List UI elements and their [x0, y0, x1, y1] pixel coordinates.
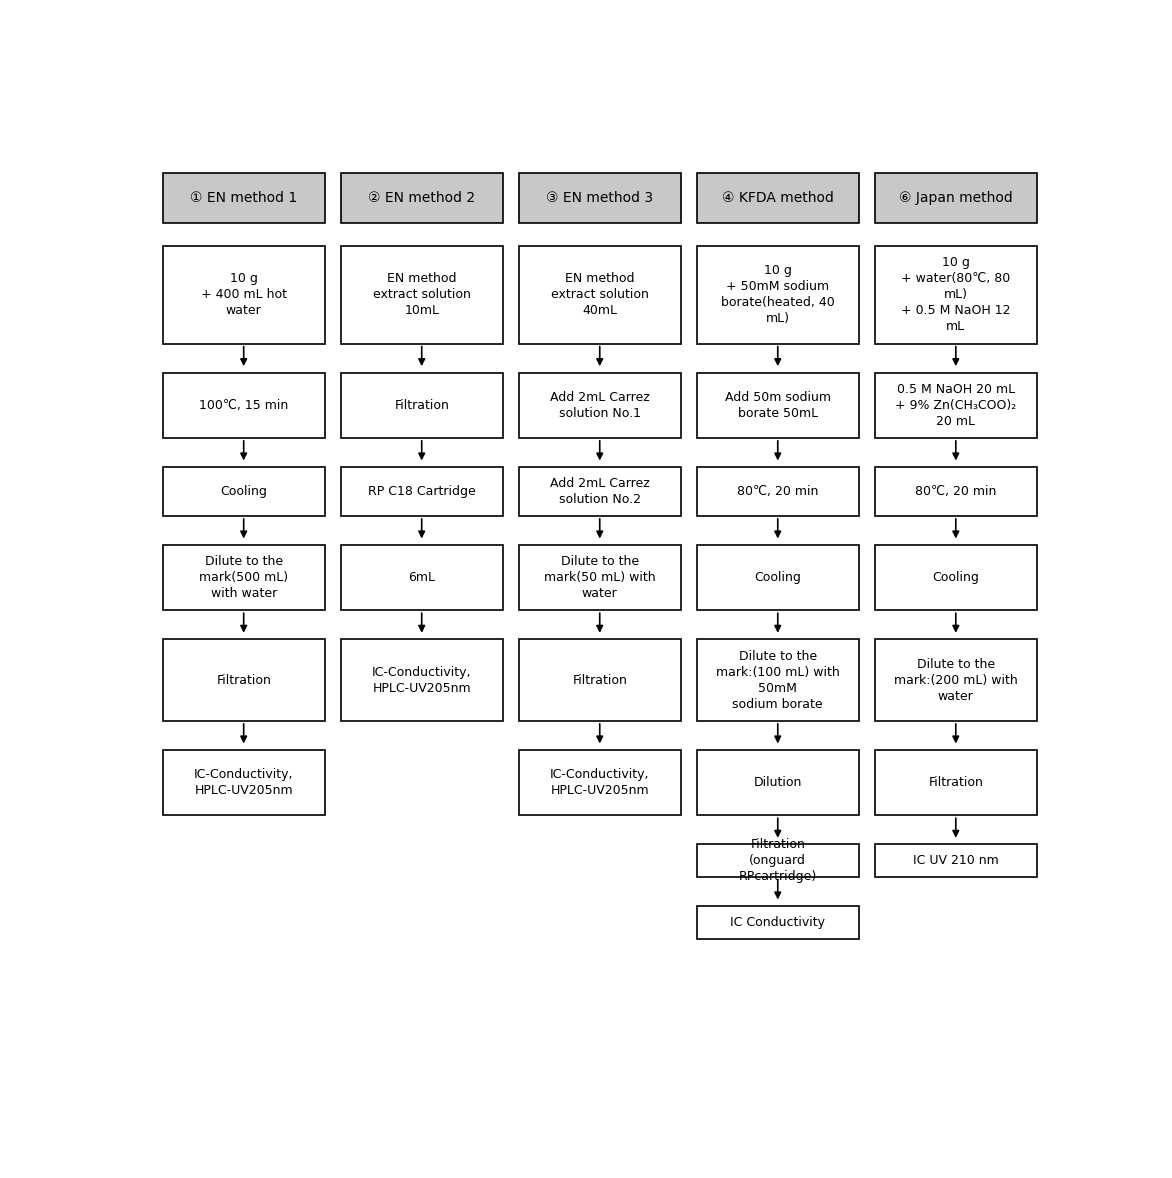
Bar	[519, 246, 681, 344]
Text: EN method
extract solution
40mL: EN method extract solution 40mL	[551, 272, 648, 317]
Bar	[341, 466, 503, 516]
Text: ⑥ Japan method: ⑥ Japan method	[899, 191, 1013, 205]
Bar	[875, 545, 1037, 610]
Text: 6mL: 6mL	[408, 571, 435, 584]
Text: Filtration: Filtration	[572, 674, 627, 687]
Text: IC UV 210 nm: IC UV 210 nm	[913, 854, 999, 867]
Bar	[519, 173, 681, 223]
Text: 10 g
+ 50mM sodium
borate(heated, 40
mL): 10 g + 50mM sodium borate(heated, 40 mL)	[721, 264, 834, 325]
Bar	[697, 906, 859, 939]
Bar	[163, 246, 325, 344]
Text: 80℃, 20 min: 80℃, 20 min	[737, 485, 818, 498]
Text: RP C18 Cartridge: RP C18 Cartridge	[368, 485, 476, 498]
Bar	[163, 640, 325, 721]
Bar	[519, 372, 681, 438]
Text: Dilution: Dilution	[754, 776, 802, 789]
Bar	[697, 466, 859, 516]
Text: Filtration: Filtration	[928, 776, 983, 789]
Bar	[341, 545, 503, 610]
Text: Filtration: Filtration	[217, 674, 271, 687]
Text: IC-Conductivity,
HPLC-UV205nm: IC-Conductivity, HPLC-UV205nm	[550, 768, 649, 798]
Text: Filtration
(onguard
RPcartridge): Filtration (onguard RPcartridge)	[738, 839, 817, 884]
Bar	[341, 372, 503, 438]
Bar	[163, 372, 325, 438]
Text: 100℃, 15 min: 100℃, 15 min	[199, 399, 288, 412]
Bar	[519, 640, 681, 721]
Text: Cooling: Cooling	[755, 571, 802, 584]
Text: ① EN method 1: ① EN method 1	[190, 191, 298, 205]
Text: Cooling: Cooling	[220, 485, 267, 498]
Text: Filtration: Filtration	[394, 399, 449, 412]
Text: Dilute to the
mark(50 mL) with
water: Dilute to the mark(50 mL) with water	[544, 555, 655, 600]
Bar	[875, 750, 1037, 815]
Text: 0.5 M NaOH 20 mL
+ 9% Zn(CH₃COO)₂
20 mL: 0.5 M NaOH 20 mL + 9% Zn(CH₃COO)₂ 20 mL	[895, 383, 1016, 428]
Bar	[519, 750, 681, 815]
Text: ② EN method 2: ② EN method 2	[368, 191, 476, 205]
Bar	[163, 466, 325, 516]
Bar	[163, 750, 325, 815]
Bar	[875, 845, 1037, 876]
Bar	[697, 246, 859, 344]
Text: 10 g
+ water(80℃, 80
mL)
+ 0.5 M NaOH 12
mL: 10 g + water(80℃, 80 mL) + 0.5 M NaOH 12…	[901, 256, 1010, 333]
Bar	[875, 640, 1037, 721]
Bar	[697, 173, 859, 223]
Bar	[697, 372, 859, 438]
Bar	[875, 246, 1037, 344]
Bar	[697, 845, 859, 876]
Bar	[875, 372, 1037, 438]
Bar	[875, 173, 1037, 223]
Bar	[519, 545, 681, 610]
Text: 10 g
+ 400 mL hot
water: 10 g + 400 mL hot water	[200, 272, 287, 317]
Text: EN method
extract solution
10mL: EN method extract solution 10mL	[373, 272, 471, 317]
Text: ③ EN method 3: ③ EN method 3	[546, 191, 653, 205]
Bar	[697, 545, 859, 610]
Bar	[341, 173, 503, 223]
Bar	[875, 466, 1037, 516]
Text: Dilute to the
mark:(100 mL) with
50mM
sodium borate: Dilute to the mark:(100 mL) with 50mM so…	[716, 649, 839, 710]
Text: Dilute to the
mark:(200 mL) with
water: Dilute to the mark:(200 mL) with water	[894, 657, 1017, 702]
Text: Add 50m sodium
borate 50mL: Add 50m sodium borate 50mL	[724, 391, 831, 419]
Text: Add 2mL Carrez
solution No.1: Add 2mL Carrez solution No.1	[550, 391, 649, 419]
Text: IC-Conductivity,
HPLC-UV205nm: IC-Conductivity, HPLC-UV205nm	[193, 768, 293, 798]
Text: Dilute to the
mark(500 mL)
with water: Dilute to the mark(500 mL) with water	[199, 555, 288, 600]
Text: Add 2mL Carrez
solution No.2: Add 2mL Carrez solution No.2	[550, 477, 649, 507]
Bar	[163, 545, 325, 610]
Bar	[163, 173, 325, 223]
Text: Cooling: Cooling	[933, 571, 980, 584]
Bar	[697, 750, 859, 815]
Bar	[519, 466, 681, 516]
Text: ④ KFDA method: ④ KFDA method	[722, 191, 833, 205]
Text: IC-Conductivity,
HPLC-UV205nm: IC-Conductivity, HPLC-UV205nm	[372, 666, 471, 695]
Bar	[341, 246, 503, 344]
Text: 80℃, 20 min: 80℃, 20 min	[915, 485, 996, 498]
Text: IC Conductivity: IC Conductivity	[730, 915, 825, 928]
Bar	[697, 640, 859, 721]
Bar	[341, 640, 503, 721]
